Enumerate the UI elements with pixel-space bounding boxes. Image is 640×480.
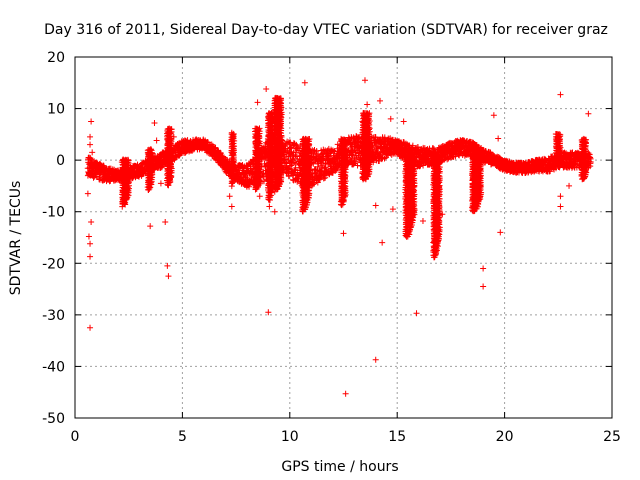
data-point-841 bbox=[205, 139, 212, 146]
data-point-1405 bbox=[286, 173, 293, 180]
data-point-1640 bbox=[319, 156, 326, 163]
data-point-2070 bbox=[381, 155, 388, 162]
data-point-1450 bbox=[292, 152, 299, 159]
data-point-2306 bbox=[414, 143, 421, 150]
data-point-314 bbox=[129, 174, 136, 181]
data-point-1436 bbox=[290, 170, 297, 177]
data-point-2612 bbox=[458, 146, 465, 153]
data-point-22 bbox=[88, 156, 95, 163]
data-point-1873 bbox=[352, 158, 359, 165]
grid-lines bbox=[75, 57, 612, 418]
data-point-1456 bbox=[293, 149, 300, 156]
data-point-41 bbox=[90, 174, 97, 181]
data-point-1381 bbox=[282, 156, 289, 163]
data-point-2568 bbox=[452, 153, 459, 160]
data-point-1605 bbox=[314, 163, 321, 170]
data-point-1424 bbox=[288, 158, 295, 165]
data-point-1708 bbox=[329, 169, 336, 176]
scatter-points bbox=[84, 77, 594, 397]
data-point-1408 bbox=[286, 165, 293, 172]
